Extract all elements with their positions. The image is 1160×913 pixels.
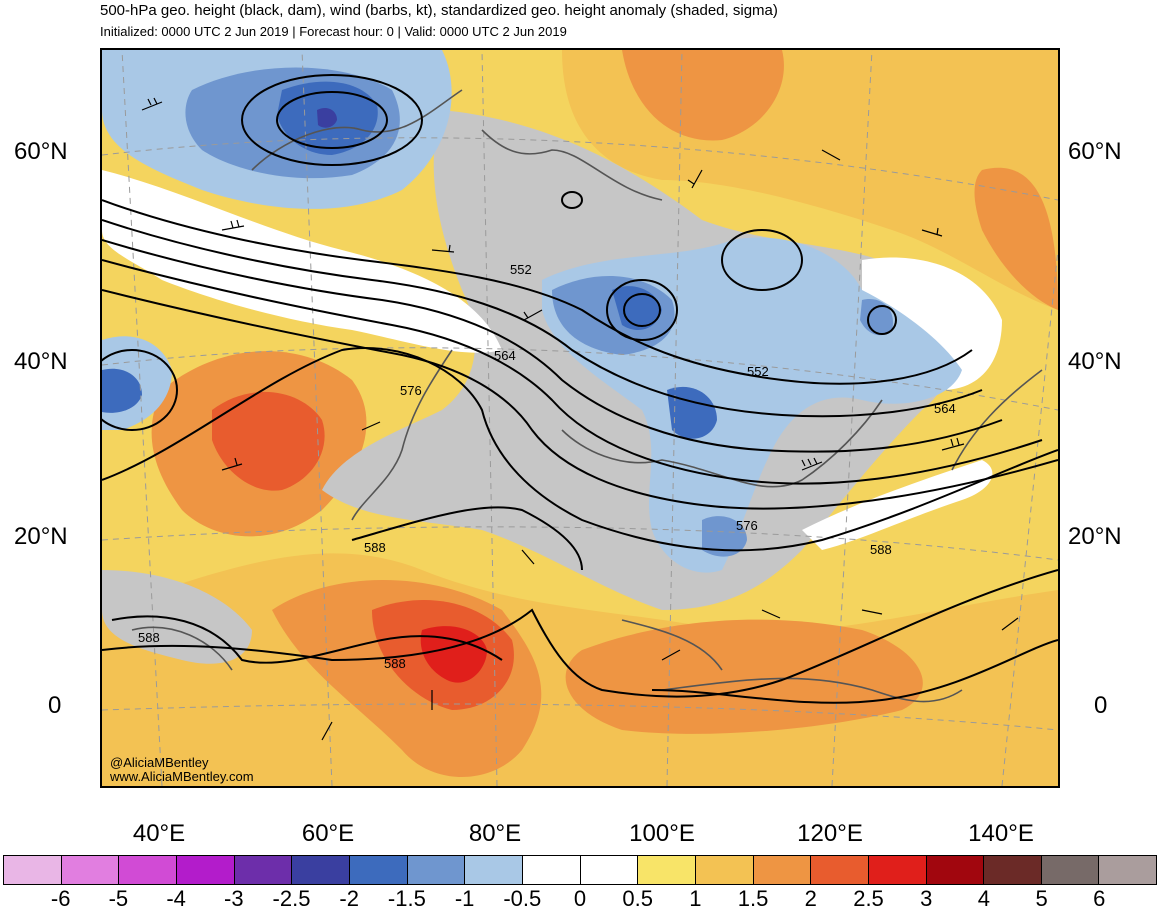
colorbar-tick-label: -3 (224, 886, 244, 911)
lon-label-60e: 60°E (301, 820, 355, 847)
colorbar-swatch (1099, 856, 1157, 884)
anomaly-area-white-coast (802, 460, 993, 550)
contour-label-588-south: 588 (384, 656, 406, 671)
colorbar-tick-label: 1 (689, 886, 702, 911)
lat-label-right-20n: 20°N (1068, 523, 1122, 550)
contour-label-552-west: 552 (510, 262, 532, 277)
colorbar-tick-label: 0 (573, 886, 587, 911)
colorbar-swatch (234, 856, 293, 884)
colorbar-swatch (522, 856, 581, 884)
colorbar-swatch (349, 856, 408, 884)
chart-subtitle: Initialized: 0000 UTC 2 Jun 2019 | Forec… (100, 24, 567, 39)
graticule (102, 50, 1058, 786)
colorbar-tick-label: 6 (1093, 886, 1106, 911)
anomaly-area-white-north (102, 170, 502, 353)
colorbar-tick-label: 0.5 (622, 886, 653, 911)
colorbar-tick-label: 2.5 (853, 886, 884, 911)
colorbar-swatch (1041, 856, 1100, 884)
colorbar-tick-label: -1.5 (387, 886, 426, 911)
colorbar-swatch (465, 856, 523, 884)
colorbar-swatch (984, 856, 1042, 884)
colorbar-tick-label: -6 (50, 886, 71, 911)
colorbar-tick-label: 1.5 (737, 886, 769, 911)
height-contours (102, 74, 1058, 704)
colorbar-swatch (61, 856, 120, 884)
contour-label-576-west: 576 (400, 383, 422, 398)
colorbar-tick-label: -5 (108, 886, 129, 911)
contour-label-552-east: 552 (747, 364, 769, 379)
map-panel: 552 564 576 588 552 564 576 588 588 588 (100, 48, 1060, 788)
lat-label-right-40n: 40°N (1068, 348, 1122, 375)
anomaly-area-darkblue-north (317, 108, 337, 128)
anomaly-area-darkorange-east (974, 167, 1058, 310)
wind-barbs (141, 97, 1019, 741)
map-svg: 552 564 576 588 552 564 576 588 588 588 (102, 50, 1058, 786)
colorbar-swatch (407, 856, 466, 884)
lat-label-left-40n: 40°N (14, 348, 68, 375)
colorbar-tick-label: -2.5 (272, 886, 311, 911)
lon-label-120e: 120°E (797, 820, 863, 847)
colorbar-tick-label: -0.5 (503, 886, 542, 911)
colorbar-swatch (638, 856, 696, 884)
lat-label-right-60n: 60°N (1068, 138, 1122, 165)
colorbar-tick-label: 4 (977, 886, 991, 911)
contour-label-588-mid: 588 (364, 540, 386, 555)
lat-label-left-0: 0 (48, 692, 62, 719)
colorbar-swatch (119, 856, 177, 884)
colorbar-swatch (926, 856, 985, 884)
colorbar-tick-label: 3 (920, 886, 933, 911)
lon-label-140e: 140°E (968, 820, 1034, 847)
anomaly-area-blue-west (102, 368, 142, 413)
lon-label-40e: 40°E (132, 820, 186, 847)
colorbar-tick-label: 5 (1035, 886, 1048, 911)
lat-label-right-0: 0 (1094, 692, 1108, 719)
colorbar-swatch (811, 856, 869, 884)
colorbar-tick-label: -4 (166, 886, 186, 911)
colorbar-swatch (868, 856, 927, 884)
colorbar-swatch (753, 856, 812, 884)
contour-label-564-east: 564 (934, 401, 956, 416)
anomaly-area-orange-sea (565, 619, 923, 734)
anomaly-area-blue-china (612, 286, 662, 330)
contour-label-576-east: 576 (736, 518, 758, 533)
anomaly-area-blue-south-china (667, 386, 717, 439)
anomaly-area-blue-korea (860, 299, 893, 336)
contour-label-564-west: 564 (494, 348, 516, 363)
colorbar-swatch (176, 856, 235, 884)
colorbar-tick-label: 2 (804, 886, 817, 911)
lon-label-100e: 100°E (629, 820, 695, 847)
colorbar-swatch (4, 856, 62, 884)
contour-label-588-east: 588 (870, 542, 892, 557)
lat-label-left-60n: 60°N (14, 138, 68, 165)
colorbar-swatch (580, 856, 639, 884)
colorbar-tick-label: -2 (339, 886, 359, 911)
colorbar-tick-label: -1 (454, 886, 475, 911)
colorbar-swatch (292, 856, 350, 884)
coastlines (131, 89, 1043, 703)
anomaly-area-red-india (420, 626, 487, 683)
anomaly-area-gray-west (102, 570, 252, 664)
credit-website[interactable]: www.AliciaMBentley.com (110, 769, 254, 784)
contour-label-588-west: 588 (138, 630, 160, 645)
credit-handle: @AliciaMBentley (110, 755, 209, 770)
lat-label-left-20n: 20°N (14, 523, 68, 550)
chart-title: 500-hPa geo. height (black, dam), wind (… (100, 2, 778, 19)
anomaly-area-midblue-south-china (702, 516, 747, 557)
anomaly-area-red-mideast (212, 391, 325, 491)
anomaly-colorbar (3, 855, 1157, 885)
anomaly-area-darkorange-north (622, 50, 784, 141)
lon-label-80e: 80°E (468, 820, 522, 847)
colorbar-swatch (695, 856, 754, 884)
